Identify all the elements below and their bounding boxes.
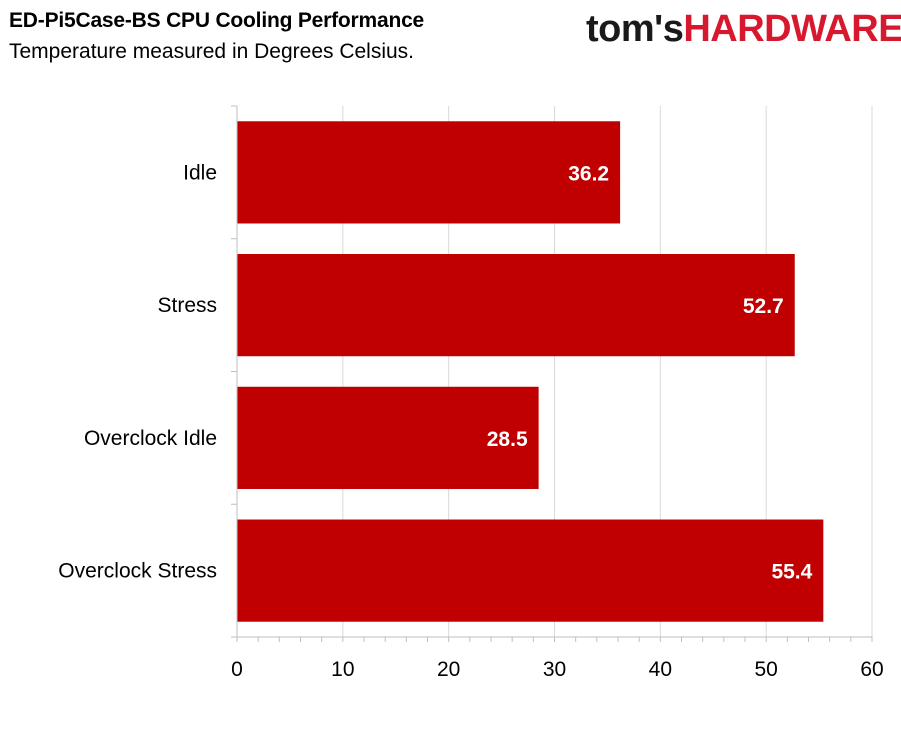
logo-text-toms: tom's bbox=[586, 8, 684, 50]
data-label: 36.2 bbox=[568, 162, 609, 185]
bar bbox=[237, 386, 539, 489]
bar bbox=[237, 121, 621, 224]
data-label: 55.4 bbox=[771, 561, 812, 584]
x-tick-label: 30 bbox=[543, 658, 566, 681]
category-label: Overclock Idle bbox=[84, 427, 217, 450]
bar bbox=[237, 254, 795, 357]
x-tick-label: 40 bbox=[649, 658, 672, 681]
data-label: 52.7 bbox=[743, 295, 784, 318]
chart-subtitle: Temperature measured in Degrees Celsius. bbox=[9, 40, 415, 63]
x-tick-label: 60 bbox=[860, 658, 883, 681]
x-tick-label: 10 bbox=[331, 658, 354, 681]
labels: 0 10 20 30 40 50 60 Idle 36.2 Stress 52.7 Overclock… bbox=[58, 161, 883, 681]
logo-text-hardware: HARDWARE bbox=[683, 8, 901, 50]
x-tick-label: 50 bbox=[754, 658, 777, 681]
category-label: Idle bbox=[183, 161, 217, 184]
category-label: Stress bbox=[157, 294, 217, 317]
bars bbox=[237, 121, 824, 622]
bar bbox=[237, 519, 824, 622]
data-label: 28.5 bbox=[487, 428, 528, 451]
axes bbox=[231, 105, 873, 642]
category-label: Overclock Stress bbox=[58, 560, 217, 583]
x-tick-label: 20 bbox=[437, 658, 460, 681]
chart-title: ED-Pi5Case-BS CPU Cooling Performance bbox=[9, 9, 425, 32]
toms-hardware-logo: tom'sHARDWARE bbox=[586, 8, 901, 51]
x-tick-label: 0 bbox=[231, 658, 243, 681]
